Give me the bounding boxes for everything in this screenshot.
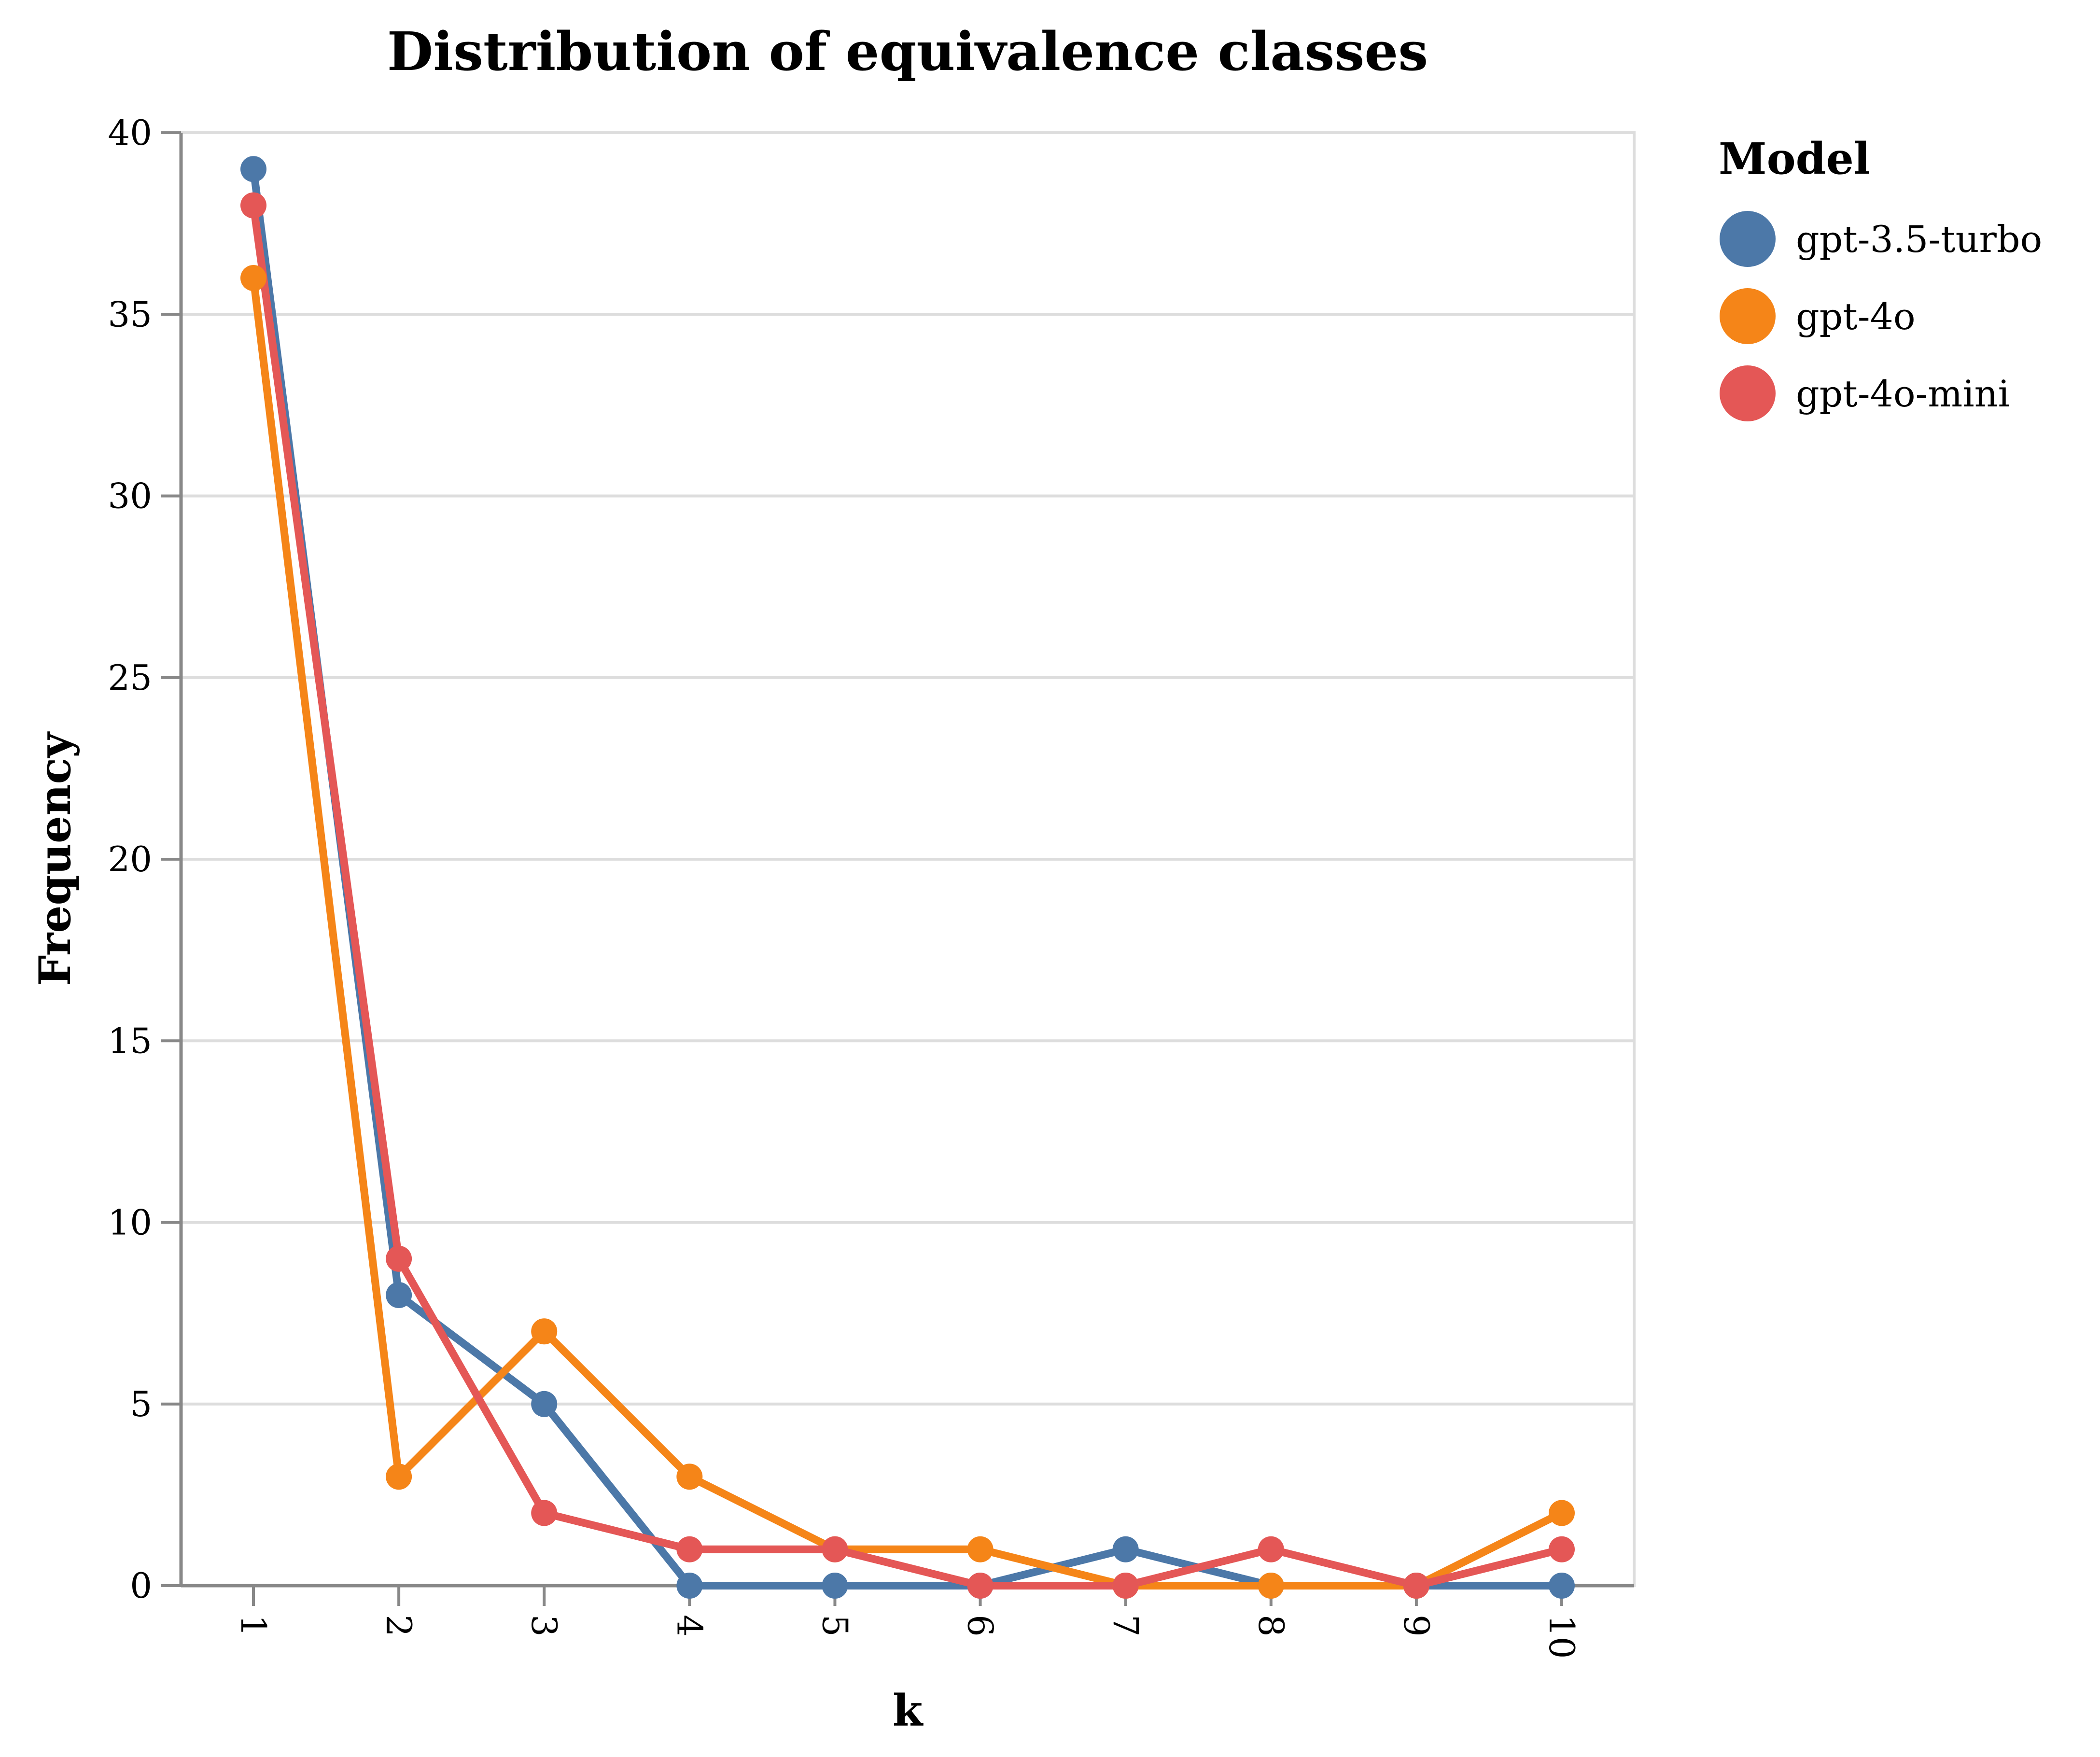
data-point-1-1 — [386, 1464, 412, 1490]
legend-label-1: gpt-4o — [1796, 295, 1916, 338]
y-tick-label-8: 40 — [108, 112, 152, 153]
data-point-2-1 — [386, 1245, 412, 1272]
data-point-0-6 — [1112, 1536, 1139, 1562]
x-tick-label-9: 10 — [1541, 1615, 1582, 1659]
data-point-2-4 — [822, 1536, 848, 1562]
x-tick-label-2: 3 — [524, 1615, 564, 1637]
x-tick-label-3: 4 — [669, 1615, 710, 1637]
chart-title: Distribution of equivalence classes — [387, 20, 1428, 83]
x-axis-ticks: 1 2 3 4 5 6 7 8 9 10 — [233, 1586, 1582, 1659]
x-tick-label-6: 7 — [1106, 1615, 1146, 1637]
y-tick-label-1: 5 — [130, 1384, 152, 1424]
data-point-0-0 — [240, 156, 266, 182]
legend-swatch-0 — [1720, 211, 1776, 267]
y-tick-label-2: 10 — [108, 1202, 152, 1243]
data-point-2-5 — [967, 1573, 994, 1599]
x-tick-label-7: 8 — [1251, 1615, 1291, 1637]
y-tick-label-4: 20 — [108, 839, 152, 879]
data-point-0-3 — [676, 1573, 703, 1599]
y-axis-title: Frequency — [29, 731, 81, 986]
x-tick-label-4: 5 — [814, 1615, 855, 1637]
data-point-2-6 — [1112, 1573, 1139, 1599]
data-point-1-0 — [240, 265, 266, 291]
data-point-2-8 — [1403, 1573, 1429, 1599]
legend-swatch-2 — [1720, 365, 1776, 421]
data-point-0-4 — [822, 1573, 848, 1599]
legend-swatch-1 — [1720, 288, 1776, 344]
data-point-1-9 — [1549, 1500, 1575, 1526]
data-point-2-9 — [1549, 1536, 1575, 1562]
series-line-1 — [250, 274, 1566, 1590]
x-tick-label-1: 2 — [378, 1615, 419, 1637]
data-point-1-5 — [967, 1536, 994, 1562]
y-tick-label-7: 35 — [108, 294, 152, 335]
legend-items: gpt-3.5-turbo gpt-4o gpt-4o-mini — [1720, 211, 2042, 421]
legend-label-0: gpt-3.5-turbo — [1796, 218, 2042, 261]
data-point-2-3 — [676, 1536, 703, 1562]
data-point-2-7 — [1258, 1536, 1284, 1562]
y-tick-label-3: 15 — [108, 1020, 152, 1061]
series-lines — [250, 165, 1566, 1590]
data-point-0-2 — [531, 1391, 558, 1417]
x-axis-title: k — [893, 1685, 924, 1736]
x-tick-label-8: 9 — [1396, 1615, 1437, 1637]
grid-lines — [181, 131, 1634, 1587]
data-point-1-3 — [676, 1464, 703, 1490]
data-point-1-7 — [1258, 1573, 1284, 1599]
x-tick-label-0: 1 — [233, 1615, 274, 1637]
legend-title: Model — [1719, 133, 1870, 184]
y-axis-ticks: 0 5 10 15 20 25 30 35 40 — [108, 112, 181, 1606]
series-points — [240, 156, 1575, 1599]
x-tick-label-5: 6 — [960, 1615, 1001, 1637]
data-point-0-1 — [386, 1282, 412, 1308]
data-point-0-9 — [1549, 1573, 1575, 1599]
data-point-1-2 — [531, 1318, 558, 1345]
y-tick-label-0: 0 — [130, 1565, 152, 1606]
series-line-2 — [250, 201, 1566, 1590]
y-tick-label-5: 25 — [108, 657, 152, 698]
data-point-2-0 — [240, 192, 266, 219]
legend-label-2: gpt-4o-mini — [1796, 372, 2010, 415]
series-line-0 — [250, 165, 1566, 1590]
y-tick-label-6: 30 — [108, 476, 152, 516]
data-point-2-2 — [531, 1500, 558, 1526]
legend: Model gpt-3.5-turbo gpt-4o gpt-4o-mini — [1719, 133, 2042, 421]
